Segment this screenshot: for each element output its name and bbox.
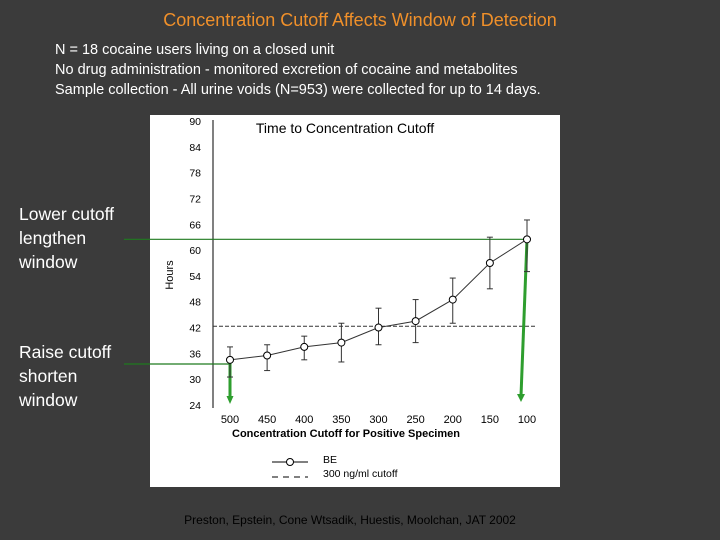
data-point	[411, 317, 420, 326]
y-tick-label: 72	[189, 193, 201, 205]
plot-background	[150, 115, 560, 487]
note-line: Lower cutoff	[19, 204, 115, 224]
y-tick-label: 66	[189, 219, 201, 231]
note-line: Raise cutoff	[19, 342, 112, 362]
x-tick-label: 500	[221, 414, 239, 426]
x-tick-label: 200	[444, 414, 462, 426]
y-tick-label: 60	[189, 245, 201, 257]
y-tick-label: 84	[189, 142, 201, 154]
note-line: window	[19, 390, 78, 410]
data-point	[485, 259, 494, 267]
y-tick-label: 48	[189, 297, 201, 309]
y-tick-label: 24	[189, 400, 201, 412]
intro-text: N = 18 cocaine users living on a closed …	[55, 40, 541, 100]
y-axis-label: Hours	[164, 260, 176, 290]
intro-line: Sample collection - All urine voids (N=9…	[55, 82, 541, 98]
x-tick-label: 400	[295, 414, 313, 426]
legend: BE 300 ng/ml cutoff	[272, 454, 398, 480]
window-indicators	[124, 238, 529, 404]
data-point	[337, 338, 346, 347]
note-line: window	[19, 252, 78, 272]
y-tick-label: 78	[189, 168, 201, 180]
x-tick-labels: 500 450 400 350 300 250 200 150 100	[221, 414, 536, 426]
chart-title: Time to Concentration Cutoff	[256, 120, 434, 136]
x-tick-label: 450	[258, 414, 276, 426]
note-line: lengthen	[19, 228, 87, 248]
y-tick-label: 42	[189, 323, 201, 335]
x-tick-label: 150	[481, 414, 499, 426]
data-point	[374, 323, 383, 332]
y-tick-label: 30	[189, 374, 201, 386]
data-points	[226, 235, 531, 364]
data-point	[226, 355, 234, 364]
slide-title: Concentration Cutoff Affects Window of D…	[163, 10, 557, 30]
x-tick-label: 100	[518, 414, 536, 426]
x-axis-label: Concentration Cutoff for Positive Specim…	[232, 428, 460, 440]
intro-line: N = 18 cocaine users living on a closed …	[55, 42, 335, 58]
y-tick-label: 36	[189, 348, 201, 360]
x-tick-label: 300	[369, 414, 387, 426]
lower-cutoff-note: Lower cutoff lengthen window	[19, 202, 149, 274]
y-tick-labels: 90 84 78 72 66 60 54 48 42 36 30 24	[189, 116, 201, 412]
data-point	[263, 351, 272, 360]
citation: Preston, Epstein, Cone Wtsadik, Huestis,…	[184, 513, 516, 527]
x-tick-label: 350	[332, 414, 350, 426]
data-point	[448, 295, 457, 304]
legend-marker-be	[286, 458, 294, 466]
x-tick-label: 250	[406, 414, 424, 426]
shorten-window-arrowhead	[226, 396, 234, 404]
legend-label-be: BE	[323, 454, 337, 466]
data-point	[300, 342, 309, 351]
lengthen-window-arrow	[519, 239, 529, 397]
legend-label-cutoff: 300 ng/ml cutoff	[323, 468, 398, 480]
note-line: shorten	[19, 366, 78, 386]
raise-cutoff-note: Raise cutoff shorten window	[19, 340, 149, 412]
data-point	[523, 235, 531, 244]
lengthen-window-arrowhead	[517, 394, 525, 402]
y-tick-label: 90	[189, 116, 201, 128]
y-tick-label: 54	[189, 271, 201, 283]
intro-line: No drug administration - monitored excre…	[55, 62, 518, 78]
